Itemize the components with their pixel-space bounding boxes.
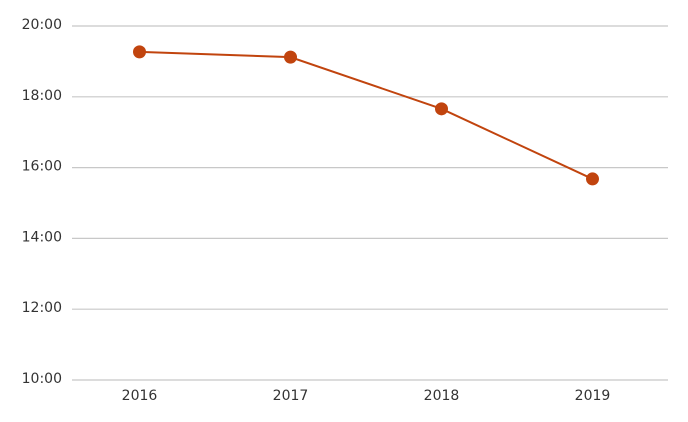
x-tick-label: 2017 xyxy=(273,388,309,404)
y-tick-label: 14:00 xyxy=(22,229,62,245)
x-tick-label: 2018 xyxy=(424,388,460,404)
y-tick-label: 16:00 xyxy=(22,159,62,175)
data-point xyxy=(133,45,146,59)
data-point xyxy=(284,50,297,64)
y-tick-label: 18:00 xyxy=(22,88,62,104)
x-tick-label: 2016 xyxy=(122,388,158,404)
data-point xyxy=(435,102,448,116)
y-tick-label: 12:00 xyxy=(22,300,62,316)
y-tick-label: 10:00 xyxy=(22,371,62,387)
data-point xyxy=(586,172,599,186)
y-tick-label: 20:00 xyxy=(22,17,62,33)
series-line xyxy=(139,50,593,180)
x-tick-label: 2019 xyxy=(575,388,611,404)
